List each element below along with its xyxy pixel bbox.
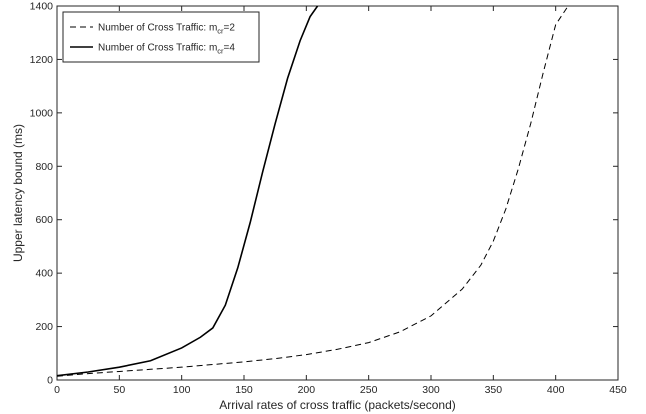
x-tick-label: 200 [298,384,316,396]
plot-area [56,5,619,381]
x-tick-label: 50 [113,384,125,396]
y-tick-label: 1000 [30,107,54,119]
series-line-1 [57,6,319,377]
x-tick-label: 100 [173,384,191,396]
x-tick-label: 250 [360,384,378,396]
y-tick-label: 800 [35,161,53,173]
x-tick-label: 350 [485,384,503,396]
y-tick-label: 200 [35,321,53,333]
y-tick-label: 1400 [30,1,54,13]
y-tick-label: 400 [35,268,53,280]
x-tick-label: 450 [609,384,627,396]
legend-box [62,11,260,63]
legend-label: Number of Cross Traffic: mcr=4 [98,43,235,56]
y-axis: 0 200 400 600 800 1000 1200 1400 [30,1,618,387]
x-tick-label: 0 [54,384,60,396]
y-tick-label: 1200 [30,54,54,66]
legend-label-suffix: =4 [224,43,236,54]
y-tick-label: 600 [35,214,53,226]
legend-label-prefix: Number of Cross Traffic: m [98,43,217,54]
x-tick-label: 300 [422,384,440,396]
y-axis-label: Upper latency bound (ms) [11,124,25,262]
legend-label-subscript: cr [217,27,224,36]
series-layer [57,6,569,377]
legend-label-prefix: Number of Cross Traffic: m [98,23,217,34]
x-axis-label: Arrival rates of cross traffic (packets/… [219,398,456,412]
x-axis: 0 50 100 150 200 250 300 350 400 450 [54,6,627,396]
series-line-0 [57,6,569,377]
x-tick-label: 400 [547,384,565,396]
y-tick-label: 0 [47,375,53,387]
legend-label-subscript: cr [217,47,224,56]
x-tick-label: 150 [235,384,253,396]
legend-label: Number of Cross Traffic: mcr=2 [98,23,235,36]
legend-label-suffix: =2 [224,23,236,34]
